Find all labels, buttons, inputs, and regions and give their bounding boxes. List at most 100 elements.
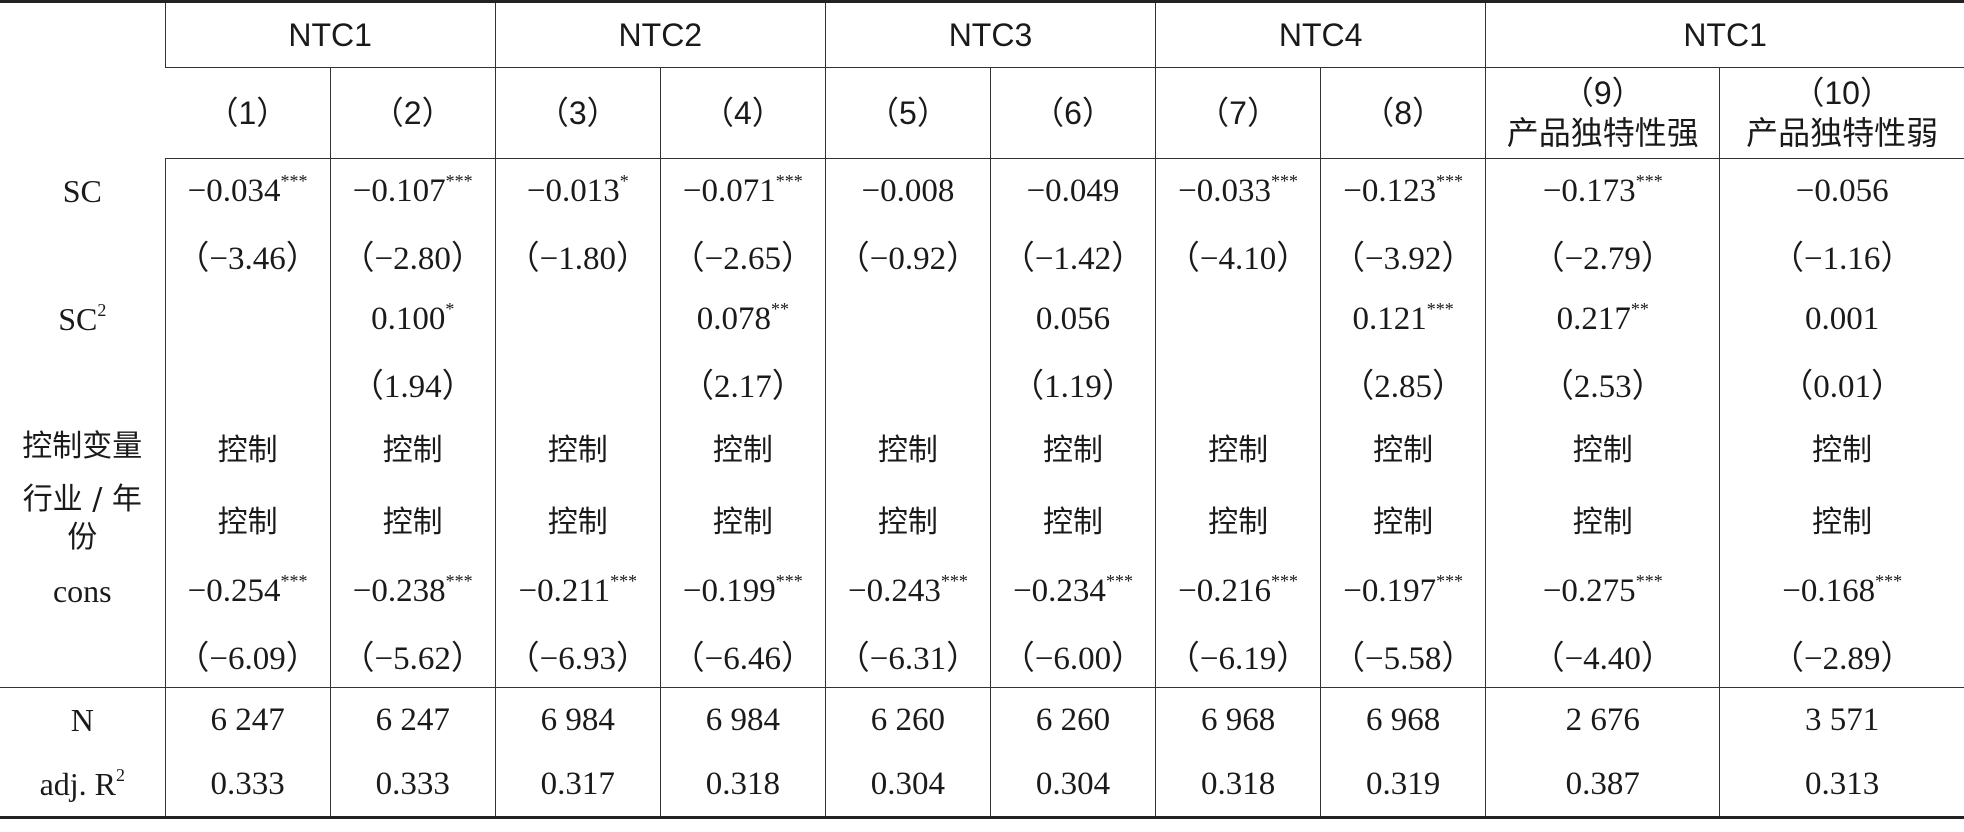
sc2-tstat-row: （1.94） （2.17） （1.19） （2.85） （2.53） （0.01… <box>0 351 1964 415</box>
tstat-cell: （−6.19） <box>1155 623 1321 688</box>
tstat-cell: （−2.80） <box>329 223 496 287</box>
control-cell: 控制 <box>989 479 1156 559</box>
column-header: （5） <box>824 67 991 159</box>
column-header: （3） <box>494 67 661 159</box>
column-header-row: （1） （2） （3） （4） （5） （6） （7） （8） （9） 产品独特… <box>0 67 1964 159</box>
coef-cell <box>494 287 661 351</box>
corner-cell <box>0 0 166 159</box>
control-cell: 控制 <box>329 479 496 559</box>
tstat-cell: （2.17） <box>659 351 826 415</box>
control-cell: 控制 <box>164 415 331 479</box>
r2-cell: 0.333 <box>329 752 496 819</box>
sc-row: SC −0.034*** −0.107*** −0.013* −0.071***… <box>0 158 1964 223</box>
coef-cell: 0.100* <box>329 287 496 351</box>
column-sublabel: 产品独特性弱 <box>1746 115 1939 151</box>
control-cell: 控制 <box>1155 479 1321 559</box>
column-header: （4） <box>659 67 826 159</box>
row-label-sc: SC <box>62 172 102 209</box>
sc-tstat-row: （−3.46） （−2.80） （−1.80） （−2.65） （−0.92） … <box>0 223 1964 287</box>
tstat-cell: （−4.40） <box>1485 623 1720 688</box>
column-sublabel: 产品独特性强 <box>1506 115 1699 151</box>
n-cell: 6 260 <box>989 687 1156 752</box>
n-cell: 6 260 <box>824 687 991 752</box>
r2-cell: 0.387 <box>1485 752 1720 819</box>
control-cell: 控制 <box>1719 479 1964 559</box>
control-cell: 控制 <box>494 479 661 559</box>
coef-cell: 0.056 <box>989 287 1156 351</box>
coef-cell: −0.049 <box>989 158 1156 223</box>
tstat-cell: （−1.42） <box>989 223 1156 287</box>
tstat-cell: （−2.89） <box>1719 623 1964 688</box>
column-header: （2） <box>329 67 496 159</box>
coef-cell: −0.107*** <box>329 158 496 223</box>
r2-cell: 0.313 <box>1719 752 1964 819</box>
column-header: （8） <box>1320 67 1486 159</box>
coef-cell: 0.078** <box>659 287 826 351</box>
control-cell: 控制 <box>1719 415 1964 479</box>
tstat-cell: （−4.10） <box>1155 223 1321 287</box>
tstat-cell: （−1.16） <box>1719 223 1964 287</box>
n-cell: 3 571 <box>1719 687 1964 752</box>
coef-cell: −0.254*** <box>164 559 331 623</box>
tstat-cell: （−6.46） <box>659 623 826 688</box>
tstat-cell: （1.19） <box>989 351 1156 415</box>
control-cell: 控制 <box>659 415 826 479</box>
control-cell: 控制 <box>329 415 496 479</box>
sc2-row: SC2 0.100* 0.078** 0.056 0.121*** 0.217*… <box>0 287 1964 351</box>
coef-cell: −0.238*** <box>329 559 496 623</box>
coef-cell: −0.033*** <box>1155 158 1321 223</box>
column-header: （1） <box>165 67 331 159</box>
tstat-cell: （1.94） <box>329 351 496 415</box>
column-header: （9） 产品独特性强 <box>1485 67 1720 159</box>
tstat-cell: （−6.31） <box>824 623 991 688</box>
coef-cell <box>164 287 331 351</box>
control-cell: 控制 <box>824 479 991 559</box>
tstat-cell: （0.01） <box>1719 351 1964 415</box>
cons-row: cons −0.254*** −0.238*** −0.211*** −0.19… <box>0 559 1964 623</box>
coef-cell: −0.123*** <box>1320 158 1486 223</box>
coef-cell: −0.234*** <box>989 559 1156 623</box>
r2-cell: 0.318 <box>1155 752 1321 819</box>
coef-cell: −0.034*** <box>164 158 331 223</box>
group-header: NTC1 <box>1485 0 1964 68</box>
cons-tstat-row: （−6.09） （−5.62） （−6.93） （−6.46） （−6.31） … <box>0 623 1964 688</box>
row-label-n: N <box>70 702 94 738</box>
tstat-cell: （2.53） <box>1485 351 1720 415</box>
control-cell: 控制 <box>1485 479 1720 559</box>
n-cell: 6 247 <box>329 687 496 752</box>
control-cell: 控制 <box>989 415 1156 479</box>
coef-cell <box>1155 287 1321 351</box>
coef-cell: 0.217** <box>1485 287 1720 351</box>
coef-cell: −0.243*** <box>824 559 991 623</box>
row-label-cons: cons <box>52 573 112 609</box>
coef-cell: 0.001 <box>1719 287 1964 351</box>
group-header: NTC1 <box>164 0 496 68</box>
row-label-sc2: SC2 <box>58 300 107 337</box>
coef-cell: −0.275*** <box>1485 559 1720 623</box>
row-label-empty <box>0 351 165 415</box>
n-cell: 6 968 <box>1155 687 1321 752</box>
r2-cell: 0.317 <box>494 752 661 819</box>
tstat-cell: （−6.93） <box>494 623 661 688</box>
group-header: NTC4 <box>1155 0 1486 68</box>
control-cell: 控制 <box>1320 479 1486 559</box>
coef-cell: −0.071*** <box>659 158 826 223</box>
coef-cell: −0.199*** <box>659 559 826 623</box>
control-cell: 控制 <box>164 479 331 559</box>
tstat-cell: （−5.58） <box>1320 623 1486 688</box>
tstat-cell: （−3.46） <box>164 223 331 287</box>
r2-cell: 0.319 <box>1320 752 1486 819</box>
tstat-cell: （−2.79） <box>1485 223 1720 287</box>
coef-cell: −0.056 <box>1719 158 1964 223</box>
tstat-cell: （−6.09） <box>164 623 331 688</box>
r2-cell: 0.304 <box>989 752 1156 819</box>
coef-cell: −0.216*** <box>1155 559 1321 623</box>
control-cell: 控制 <box>659 479 826 559</box>
coef-cell: −0.013* <box>494 158 661 223</box>
n-cell: 6 984 <box>659 687 826 752</box>
column-header: （7） <box>1155 67 1321 159</box>
group-header: NTC2 <box>494 0 826 68</box>
n-cell: 6 984 <box>494 687 661 752</box>
coef-cell: 0.121*** <box>1320 287 1486 351</box>
